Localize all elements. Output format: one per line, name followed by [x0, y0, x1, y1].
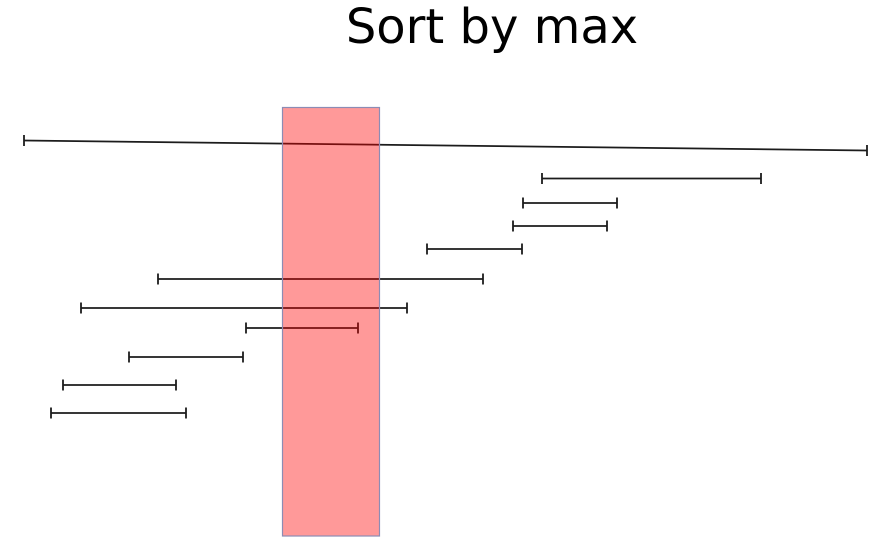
range-line	[23, 139, 868, 152]
chart-title: Sort by max	[345, 0, 639, 55]
highlight-band	[281, 106, 381, 537]
